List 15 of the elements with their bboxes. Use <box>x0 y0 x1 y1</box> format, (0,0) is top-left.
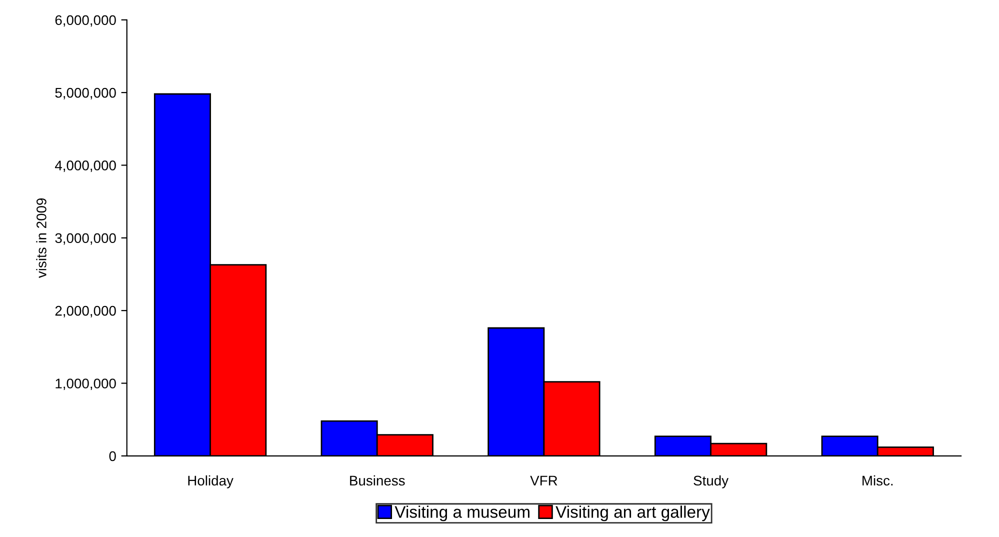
y-tick-label: 4,000,000 <box>54 160 116 172</box>
x-tick-label: VFR <box>530 476 558 486</box>
x-tick-label: Study <box>694 475 729 488</box>
legend-label: Visiting an art gallery <box>556 506 710 522</box>
y-tick-label: 5,000,000 <box>55 88 116 100</box>
y-tick-label: 6,000,000 <box>55 15 116 27</box>
legend-label: Visiting a museum <box>394 506 530 522</box>
x-tick-label: Business <box>350 475 405 486</box>
y-tick-label: 1,000,000 <box>56 378 116 390</box>
y-tick-label: 0 <box>109 451 116 462</box>
x-tick-label: Holiday <box>188 475 234 488</box>
x-tick-label: Misc. <box>862 475 893 486</box>
y-axis-title: visits in 2009 <box>36 198 46 278</box>
y-tick-label: 3,000,000 <box>55 233 116 245</box>
y-tick-label: 2,000,000 <box>55 306 116 318</box>
